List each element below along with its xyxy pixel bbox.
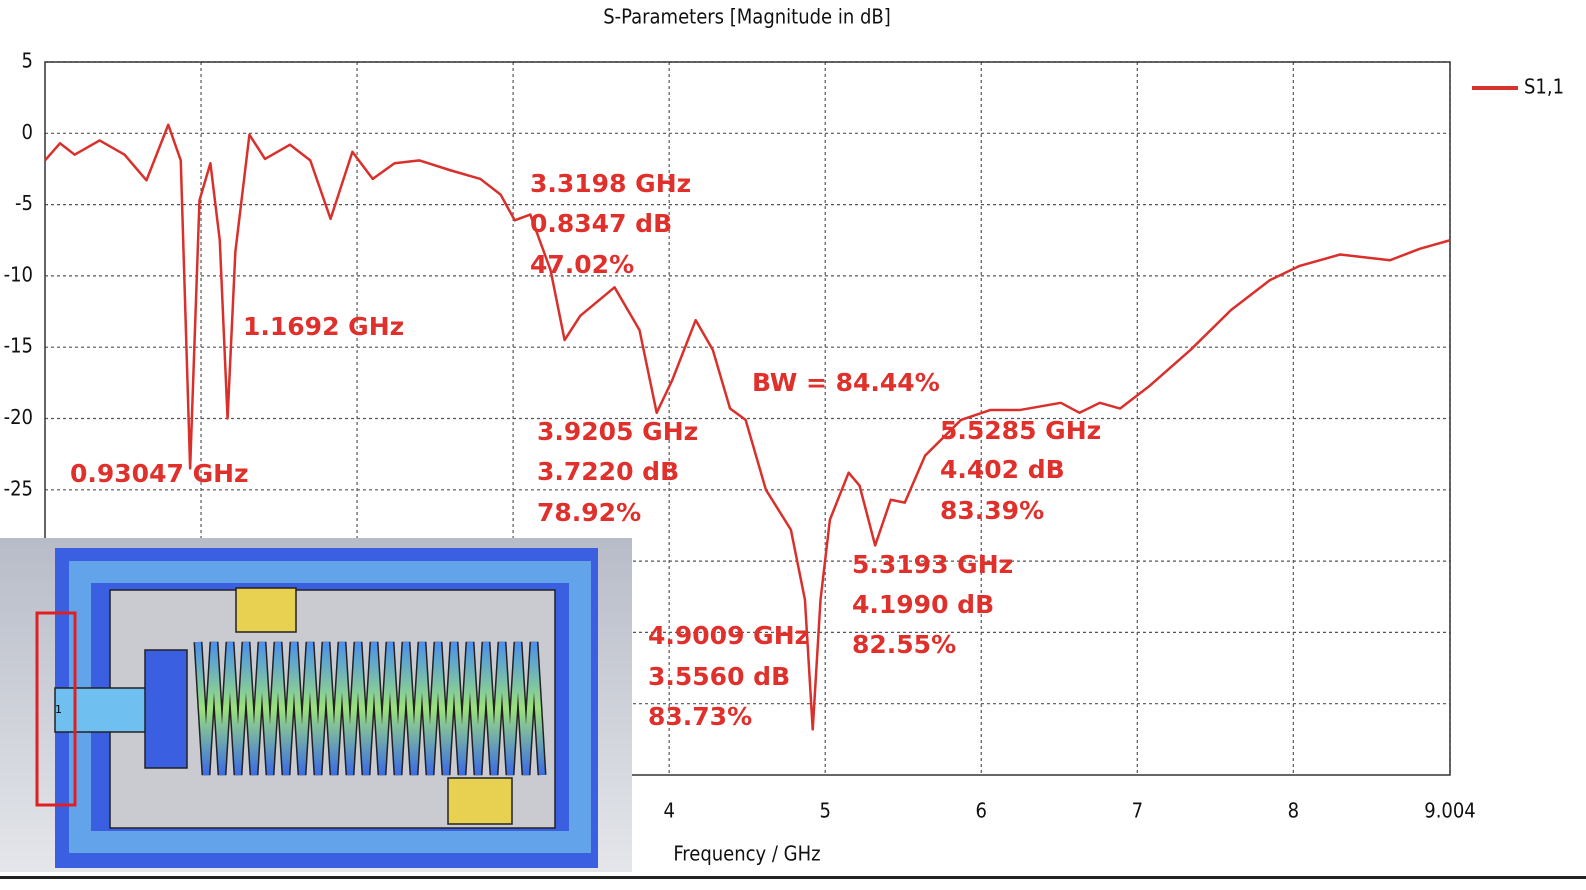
legend-label: S1,1	[1524, 75, 1564, 99]
annotation: 0.8347 dB	[530, 209, 672, 238]
annotation: 1.1692 GHz	[243, 312, 404, 341]
inset-port-label: 1	[55, 703, 62, 716]
annotation: 5.5285 GHz	[940, 416, 1101, 445]
line	[44, 123, 1451, 731]
x-tick-label: 5	[819, 799, 830, 823]
annotation: 83.39%	[940, 496, 1044, 525]
annotation: 3.3198 GHz	[530, 169, 691, 198]
y-tick-label: 0	[22, 120, 33, 144]
y-tick-label: 5	[22, 49, 33, 73]
inset-image: 1	[0, 538, 632, 872]
y-tick-label: -15	[4, 334, 33, 358]
y-tick-label: -20	[4, 405, 33, 429]
annotation: 82.55%	[852, 630, 956, 659]
annotation: BW = 84.44%	[752, 368, 940, 397]
y-tick-label: -10	[4, 262, 33, 286]
annotation: 4.1990 dB	[852, 590, 994, 619]
x-axis-label: Frequency / GHz	[673, 842, 820, 866]
annotation: 3.7220 dB	[537, 457, 679, 486]
x-tick-label: 7	[1132, 799, 1143, 823]
x-tick-label: 4	[663, 799, 674, 823]
x-tick-label: 9.004	[1424, 799, 1476, 823]
x-tick-label: 8	[1288, 799, 1299, 823]
y-tick-label: -25	[4, 476, 33, 500]
x-tick-label: 6	[976, 799, 987, 823]
annotation: 83.73%	[648, 702, 752, 731]
annotation: 3.5560 dB	[648, 662, 790, 691]
bottom-bar	[0, 876, 1586, 879]
y-tick-label: -5	[15, 191, 33, 215]
annotation: 4.402 dB	[940, 455, 1065, 484]
annotation: 78.92%	[537, 498, 641, 527]
annotation: 4.9009 GHz	[648, 621, 809, 650]
annotation: 0.93047 GHz	[70, 459, 249, 488]
chart-title: S-Parameters [Magnitude in dB]	[603, 5, 891, 29]
annotation: 5.3193 GHz	[852, 550, 1013, 579]
annotation: 3.9205 GHz	[537, 417, 698, 446]
plot-frame	[44, 61, 1451, 776]
annotation: 47.02%	[530, 250, 634, 279]
